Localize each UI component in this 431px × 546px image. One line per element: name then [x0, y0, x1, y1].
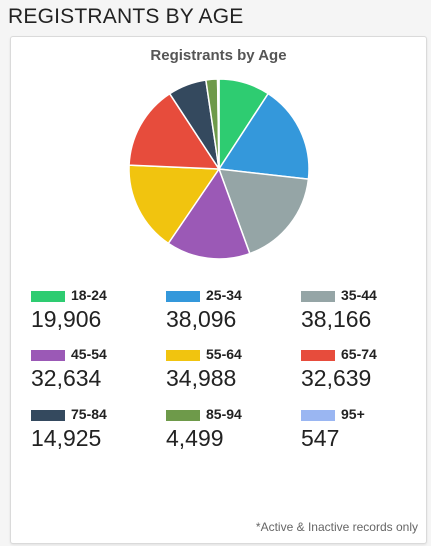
legend-swatch	[31, 350, 65, 361]
legend-value: 32,639	[301, 365, 372, 391]
legend-swatch	[301, 291, 335, 302]
legend-label: 18-24	[71, 287, 107, 303]
pie-chart-svg	[128, 78, 310, 260]
chart-title: Registrants by Age	[150, 47, 287, 64]
legend-item-45-54[interactable]: 45-54 32,634	[31, 342, 161, 402]
pie-slice-45-54[interactable]	[167, 167, 251, 260]
pie-slice-35-44[interactable]	[217, 168, 310, 255]
legend-swatch	[31, 291, 65, 302]
chart-card: Registrants by Age 18-24 19,906 25-34 38,09…	[10, 36, 427, 544]
legend-swatch	[166, 410, 200, 421]
legend-item-95+[interactable]: 95+ 547	[301, 402, 431, 462]
legend-item-55-64[interactable]: 55-64 34,988	[166, 342, 296, 402]
legend-label: 65-74	[341, 346, 377, 362]
page-header: REGISTRANTS BY AGE	[0, 0, 431, 34]
footnote: *Active & Inactive records only	[255, 520, 418, 534]
legend-swatch	[301, 350, 335, 361]
legend-value: 4,499	[166, 425, 224, 451]
pie-slice-95+[interactable]	[216, 78, 220, 170]
legend-item-75-84[interactable]: 75-84 14,925	[31, 402, 161, 462]
legend-item-35-44[interactable]: 35-44 38,166	[301, 283, 431, 343]
legend-swatch	[166, 291, 200, 302]
legend-label: 85-94	[206, 406, 242, 422]
legend-swatch	[166, 350, 200, 361]
legend-label: 95+	[341, 406, 365, 422]
legend-item-85-94[interactable]: 85-94 4,499	[166, 402, 296, 462]
legend-label: 55-64	[206, 346, 242, 362]
pie-slice-25-34[interactable]	[217, 92, 310, 180]
legend-value: 14,925	[31, 425, 102, 451]
legend-value: 38,096	[166, 306, 237, 332]
pie-chart	[11, 37, 426, 277]
legend-label: 35-44	[341, 287, 377, 303]
legend-value: 547	[301, 425, 340, 451]
legend-value: 32,634	[31, 365, 102, 391]
pie-slice-65-74[interactable]	[128, 92, 221, 170]
legend-item-65-74[interactable]: 65-74 32,639	[301, 342, 431, 402]
page-title: REGISTRANTS BY AGE	[8, 5, 244, 28]
legend-swatch	[301, 410, 335, 421]
legend-value: 34,988	[166, 365, 237, 391]
legend-swatch	[31, 410, 65, 421]
legend-value: 19,906	[31, 306, 102, 332]
legend-label: 75-84	[71, 406, 107, 422]
legend-label: 25-34	[206, 287, 242, 303]
legend-value: 38,166	[301, 306, 372, 332]
legend-item-18-24[interactable]: 18-24 19,906	[31, 283, 161, 343]
legend-item-25-34[interactable]: 25-34 38,096	[166, 283, 296, 343]
legend-label: 45-54	[71, 346, 107, 362]
pie-slice-55-64[interactable]	[128, 164, 221, 245]
